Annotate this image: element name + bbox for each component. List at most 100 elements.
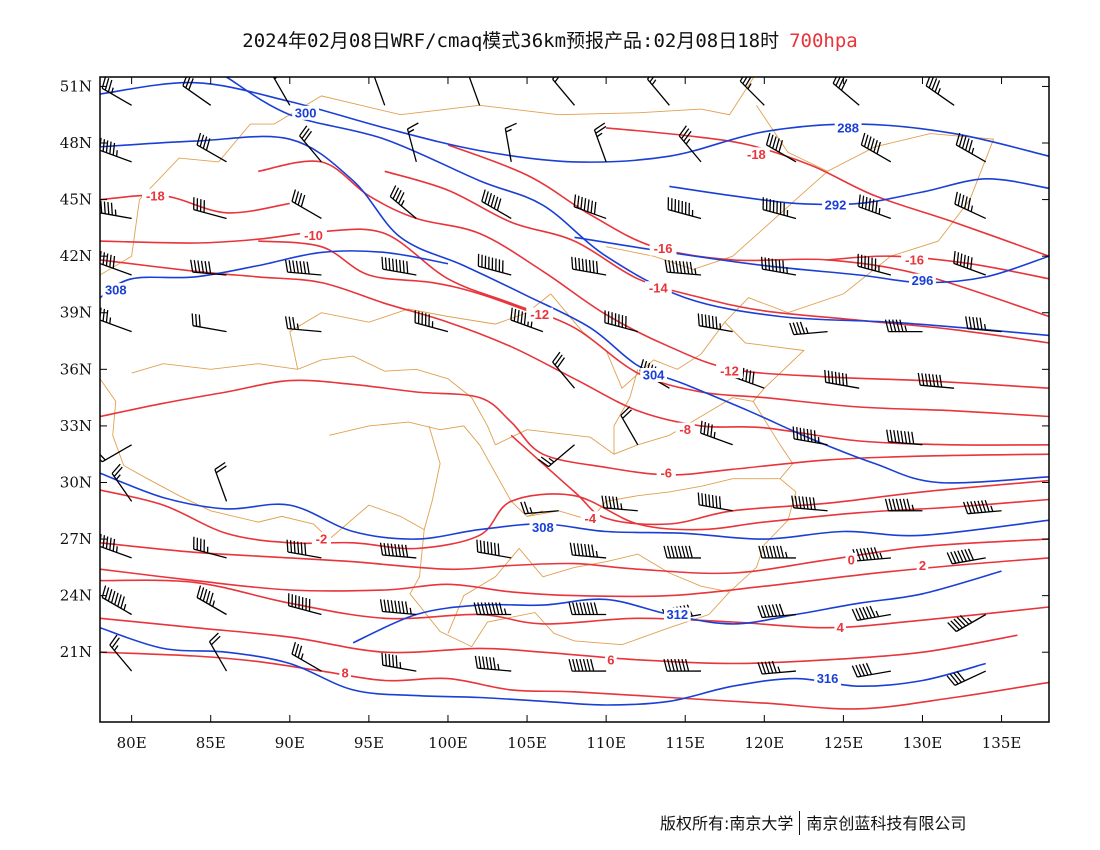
barb-feather bbox=[900, 430, 904, 444]
y-tick-label: 24N bbox=[60, 587, 92, 605]
barb-feather bbox=[299, 260, 303, 274]
barb-feather bbox=[295, 260, 299, 274]
barb-feather bbox=[110, 202, 113, 216]
barb-feather bbox=[481, 656, 486, 669]
barb-half-feather bbox=[878, 208, 881, 215]
barb-feather bbox=[204, 260, 208, 274]
height-contour-label: 308 bbox=[532, 520, 554, 535]
barb-feather bbox=[957, 193, 962, 206]
barb-feather bbox=[104, 78, 110, 91]
temperature-contour-label: -10 bbox=[304, 228, 323, 243]
barb-feather bbox=[292, 260, 296, 273]
barb-feather bbox=[102, 139, 106, 152]
barb-feather bbox=[946, 675, 956, 686]
barb-half-feather bbox=[123, 604, 127, 611]
wind-barb bbox=[947, 613, 987, 633]
barb-feather bbox=[700, 420, 703, 434]
barb-feather bbox=[678, 260, 683, 274]
barb-feather bbox=[979, 317, 983, 331]
barb-feather bbox=[965, 316, 969, 329]
height-label-bg bbox=[814, 671, 841, 686]
barb-feather bbox=[858, 194, 861, 207]
wind-barb bbox=[284, 259, 322, 276]
barb-feather bbox=[284, 316, 289, 329]
barb-shaft bbox=[287, 271, 322, 276]
height-contour-line bbox=[100, 81, 1049, 163]
barb-feather bbox=[711, 315, 715, 329]
barb-feather bbox=[970, 501, 976, 514]
wind-barb bbox=[379, 542, 417, 559]
barb-feather bbox=[845, 373, 848, 387]
temperature-contour-line bbox=[827, 255, 1049, 280]
height-contour-label: 312 bbox=[666, 607, 688, 622]
barb-half-feather bbox=[110, 87, 114, 94]
barb-feather bbox=[520, 501, 526, 514]
barb-feather bbox=[102, 308, 106, 322]
barb-feather bbox=[615, 496, 619, 510]
barb-feather bbox=[860, 132, 866, 146]
barb-shaft bbox=[858, 206, 892, 220]
wind-barb bbox=[646, 77, 670, 106]
barb-feather bbox=[869, 605, 876, 618]
barb-feather bbox=[381, 256, 384, 270]
barb-half-feather bbox=[296, 323, 299, 330]
wind-barb-layer bbox=[100, 77, 1002, 686]
temperature-label-bg bbox=[649, 241, 677, 256]
barb-feather bbox=[758, 545, 763, 559]
barb-feather bbox=[299, 125, 308, 137]
barb-shaft bbox=[109, 644, 133, 672]
wind-barb bbox=[962, 499, 1002, 515]
barb-feather bbox=[680, 128, 690, 139]
barb-shaft bbox=[101, 444, 132, 463]
barb-shaft bbox=[954, 203, 987, 220]
barb-shaft bbox=[510, 319, 544, 333]
barb-feather bbox=[967, 197, 971, 211]
wind-barb bbox=[193, 197, 227, 220]
barb-half-feather bbox=[115, 474, 121, 480]
barb-feather bbox=[832, 77, 838, 84]
barb-feather bbox=[760, 605, 767, 618]
barb-feather bbox=[199, 134, 205, 147]
barb-feather bbox=[812, 497, 816, 510]
barb-feather bbox=[760, 661, 767, 674]
barb-half-feather bbox=[970, 205, 974, 212]
barb-feather bbox=[593, 602, 598, 615]
barb-feather bbox=[105, 310, 109, 323]
barb-shaft bbox=[100, 545, 132, 559]
barb-feather bbox=[899, 319, 904, 332]
barb-feather bbox=[291, 642, 297, 655]
wind-barb bbox=[760, 256, 797, 276]
barb-feather bbox=[288, 316, 292, 330]
x-tick-label: 110E bbox=[586, 734, 626, 752]
barb-feather bbox=[925, 77, 931, 87]
wind-barb bbox=[299, 125, 322, 163]
barb-feather bbox=[779, 545, 785, 559]
barb-feather bbox=[775, 603, 781, 617]
barb-feather bbox=[841, 373, 845, 386]
barb-feather bbox=[395, 189, 402, 202]
border-line bbox=[100, 378, 575, 648]
barb-feather bbox=[391, 258, 395, 272]
wind-barb bbox=[858, 194, 892, 220]
barb-feather bbox=[765, 545, 770, 559]
barb-feather bbox=[980, 500, 987, 513]
wind-barb bbox=[208, 632, 228, 672]
temperature-contour-label: 8 bbox=[342, 665, 349, 680]
barb-feather bbox=[771, 660, 778, 674]
barb-feather bbox=[782, 260, 785, 273]
barb-feather bbox=[706, 423, 710, 436]
barb-feather bbox=[708, 494, 711, 507]
barb-feather bbox=[300, 194, 306, 207]
border-line bbox=[606, 170, 828, 270]
barb-feather bbox=[840, 79, 848, 91]
barb-feather bbox=[505, 122, 517, 129]
barb-shaft bbox=[603, 507, 638, 512]
barb-feather bbox=[834, 371, 838, 385]
barb-feather bbox=[745, 369, 748, 382]
height-contour-line bbox=[100, 135, 1049, 484]
barb-feather bbox=[585, 259, 588, 272]
barb-shaft bbox=[477, 551, 512, 559]
wind-barb bbox=[286, 539, 322, 559]
barb-feather bbox=[398, 192, 405, 204]
wind-barb bbox=[946, 670, 987, 686]
